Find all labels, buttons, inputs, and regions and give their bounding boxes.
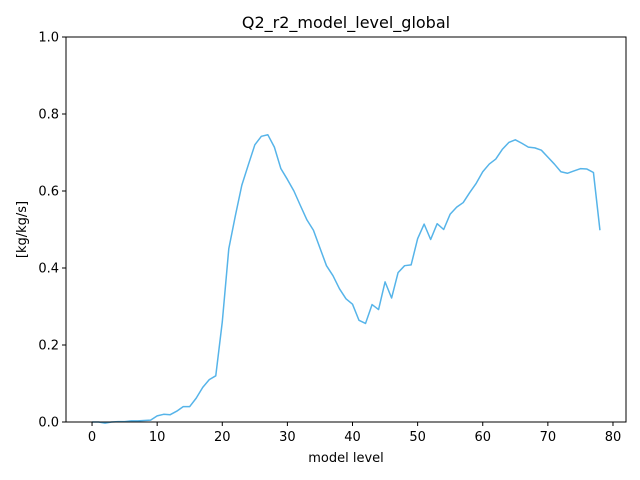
y-axis: 0.0 0.2 0.4 0.6 0.8 1.0 <box>38 31 66 431</box>
x-tick-label: 50 <box>409 430 426 445</box>
y-tick-label: 0.8 <box>38 108 59 123</box>
x-tick-label: 40 <box>344 430 361 445</box>
x-tick-label: 0 <box>88 430 96 445</box>
x-axis-label: model level <box>308 451 384 466</box>
axes-frame <box>65 36 627 423</box>
x-tick-label: 80 <box>605 430 622 445</box>
y-tick-label: 0.6 <box>38 185 59 200</box>
plot-area <box>92 134 601 424</box>
y-tick-label: 0.4 <box>38 262 59 277</box>
x-tick-label: 20 <box>214 430 231 445</box>
y-tick-label: 0.2 <box>38 339 59 354</box>
x-tick-label: 60 <box>474 430 491 445</box>
y-tick-label: 0.0 <box>38 416 59 431</box>
x-tick-label: 30 <box>279 430 296 445</box>
series-line <box>92 134 601 424</box>
chart-title: Q2_r2_model_level_global <box>242 13 450 33</box>
y-tick-label: 1.0 <box>38 31 59 46</box>
x-tick-label: 70 <box>540 430 557 445</box>
x-tick-label: 10 <box>149 430 166 445</box>
y-axis-label: [kg/kg/s] <box>15 201 30 258</box>
x-axis: 0 10 20 30 40 50 60 70 80 <box>88 422 621 445</box>
